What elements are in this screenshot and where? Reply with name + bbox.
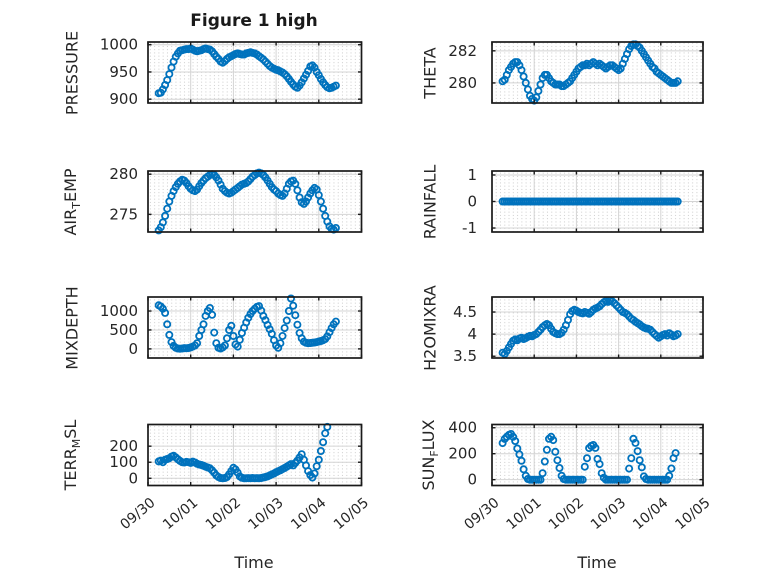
y-tick-label: 0	[467, 193, 477, 211]
y-tick-label: 200	[109, 437, 138, 455]
y-tick-label: 1000	[100, 36, 138, 54]
ylabel-h2omixra: H2OMIXRA	[420, 284, 440, 371]
x-tick-label: 10/02	[203, 495, 244, 533]
axes-border	[147, 41, 363, 104]
y-tick-label: 400	[448, 419, 477, 437]
subplot-air-temp: 275 280	[109, 165, 363, 235]
axes-border	[147, 170, 363, 233]
y-tick-label: 4	[467, 325, 477, 343]
xlabel-left-time: Time	[234, 553, 274, 572]
y-tick-label: 0	[128, 469, 138, 487]
x-tick-label: 09/30	[461, 495, 502, 533]
y-tick-label: 0	[128, 340, 138, 358]
pressure-series-markers	[154, 44, 340, 98]
y-tick-label: 275	[109, 205, 138, 223]
y-tick-label: 100	[109, 453, 138, 471]
ylabel-terr-msl: TERRMSL	[60, 419, 84, 491]
x-tick-label: 09/30	[117, 495, 158, 533]
ylabel-sun-flux: SUNFLUX	[418, 419, 442, 491]
axes-border	[147, 423, 363, 487]
y-tick-label: 200	[448, 445, 477, 463]
theta-series-markers	[498, 40, 682, 105]
x-tick-label: 10/01	[160, 495, 201, 533]
mixdepth-series-markers	[154, 294, 340, 353]
ylabel-pressure: PRESSURE	[62, 30, 82, 115]
h2omixra-series-markers	[498, 296, 682, 358]
xlabel-right-time: Time	[577, 553, 617, 572]
y-tick-label: 280	[448, 74, 477, 92]
y-tick-label: -1	[462, 219, 477, 237]
y-tick-label: 1	[467, 166, 477, 184]
y-tick-label: 4.5	[453, 303, 477, 321]
axes-border	[491, 41, 704, 104]
axes-border	[491, 423, 704, 487]
subplot-pressure: 900 950 1000	[100, 36, 363, 108]
ylabel-mixdepth: MIXDEPTH	[62, 285, 82, 370]
x-tick-label: 10/02	[546, 495, 587, 533]
y-tick-label: 950	[109, 63, 138, 81]
x-tick-label: 10/04	[288, 495, 329, 533]
y-tick-label: 1000	[100, 302, 138, 320]
x-tick-label: 10/04	[630, 495, 671, 533]
air-temp-series-markers	[154, 168, 340, 235]
y-tick-label: 500	[109, 321, 138, 339]
ylabel-theta: THETA	[420, 46, 440, 99]
subplot-sun-flux: 0 200 400 09/30 10/01 10/02 10/03 10/04 10/05	[448, 419, 713, 533]
x-tick-label: 10/05	[672, 495, 713, 533]
x-tick-label: 10/01	[504, 495, 545, 533]
axes-border	[491, 170, 704, 233]
subplot-h2omixra: 3.5 4 4.5	[453, 296, 704, 365]
y-tick-label: 280	[109, 165, 138, 183]
terr-msl-series-markers	[154, 422, 332, 483]
y-tick-label: 282	[448, 42, 477, 60]
x-tick-label: 10/05	[331, 495, 372, 533]
figure-title: Figure 1 high	[190, 11, 318, 31]
ylabel-air-temp: AIRTEMP	[60, 167, 84, 236]
axes-border	[491, 296, 704, 359]
subplot-rainfall: -1 0 1	[462, 166, 704, 237]
x-tick-label: 10/03	[588, 495, 629, 533]
x-tick-label: 10/03	[245, 495, 286, 533]
y-tick-label: 3.5	[453, 347, 477, 365]
ylabel-rainfall: RAINFALL	[420, 164, 440, 239]
axes-border	[147, 296, 363, 359]
sun-flux-series-markers	[498, 429, 680, 484]
y-tick-label: 0	[467, 471, 477, 489]
y-tick-label: 900	[109, 90, 138, 108]
rainfall-series-markers	[498, 197, 682, 206]
subplot-theta: 280 282	[448, 40, 704, 105]
